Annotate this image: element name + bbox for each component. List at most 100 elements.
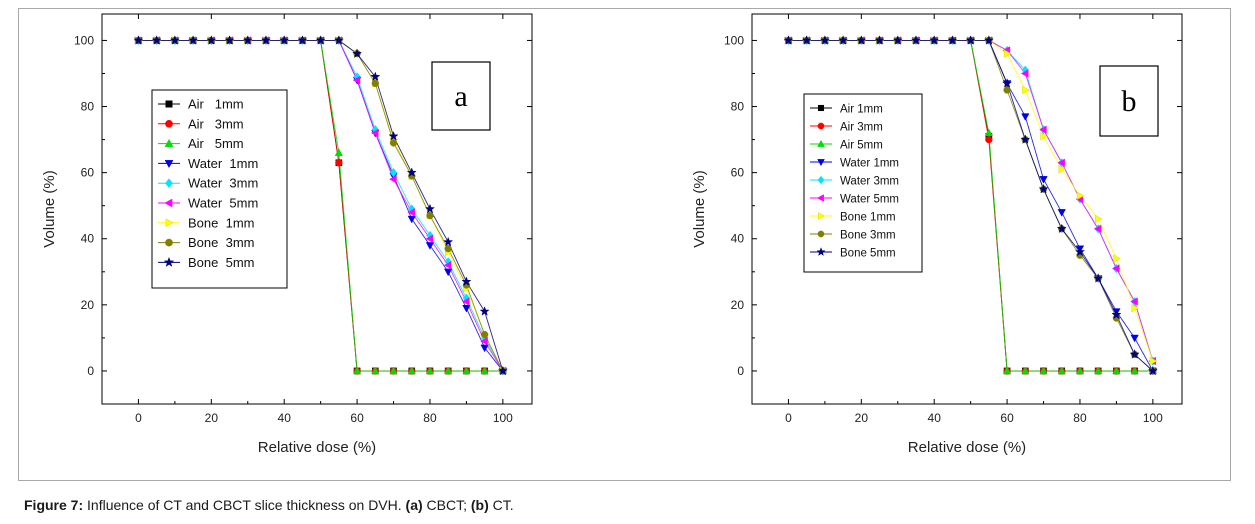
plot-area-b: [751, 13, 1183, 405]
legend-marker-b-6: [818, 212, 826, 220]
legend-marker-a-2: [164, 138, 174, 147]
data-point-b-6-19: [1131, 303, 1140, 313]
x-axis-title-a: Relative dose (%): [258, 439, 376, 456]
caption-a-text: CBCT;: [422, 497, 471, 513]
data-point-b-1-11: [985, 135, 993, 144]
legend-marker-a-7: [165, 238, 173, 247]
y-tick-label-b-100: 100: [724, 33, 744, 47]
x-tick-label-b-60: 60: [1000, 411, 1014, 425]
legend-marker-b-0: [817, 104, 825, 112]
dvh-chart-a: 0 20 40 60 80 100 0 20 40 60 80 100 Relative dose (%…: [41, 13, 533, 456]
data-point-b-6-16: [1076, 191, 1085, 200]
data-point-b-5-14: [1039, 125, 1047, 134]
legend-label-a-4: Water 3mm: [188, 176, 258, 191]
legend-label-a-1: Air 3mm: [188, 116, 244, 131]
data-point-b-8-17: [1093, 273, 1104, 283]
data-point-a-5-17: [443, 261, 452, 270]
legend-label-a-0: Air 1mm: [188, 97, 244, 112]
data-point-a-8-20: [497, 365, 508, 376]
data-point-b-5-13: [1020, 69, 1029, 78]
data-point-b-2-17: [1094, 366, 1103, 375]
data-point-b-7-12: [1003, 86, 1011, 94]
data-point-a-8-10: [315, 35, 326, 45]
panel-label-box-a: [431, 61, 491, 131]
legend-marker-b-4: [817, 175, 825, 185]
data-point-a-3-18: [462, 305, 471, 313]
data-point-b-8-12: [1002, 78, 1013, 88]
data-point-b-8-3: [838, 35, 849, 45]
data-point-b-6-13: [1022, 85, 1030, 95]
data-point-a-2-11: [334, 148, 344, 156]
legend-label-a-2: Air 5mm: [188, 136, 244, 151]
legend-marker-b-8: [816, 247, 826, 256]
y-axis-title-a: Volume (%): [41, 170, 58, 248]
data-point-a-8-16: [424, 203, 436, 214]
x-tick-label-b-0: 0: [785, 411, 792, 425]
data-point-a-8-6: [242, 35, 253, 45]
data-point-b-8-20: [1147, 365, 1158, 376]
y-tick-label-a-0: 0: [87, 364, 94, 378]
data-point-b-2-12: [1002, 366, 1012, 375]
plot-area-a: [101, 13, 533, 405]
data-point-b-2-19: [1130, 366, 1139, 375]
data-point-a-8-18: [461, 276, 472, 287]
legend-label-a-3: Water 1mm: [188, 156, 258, 171]
data-point-b-3-19: [1130, 334, 1139, 343]
data-point-a-8-4: [206, 35, 217, 45]
x-axis-title-b: Relative dose (%): [908, 439, 1026, 456]
data-point-b-5-15: [1057, 158, 1065, 167]
y-tick-label-b-40: 40: [731, 232, 745, 246]
data-point-a-8-11: [333, 35, 344, 45]
legend-label-b-2: Air 5mm: [840, 140, 883, 152]
data-point-b-6-12: [1003, 49, 1012, 58]
data-point-a-8-5: [224, 35, 235, 45]
legend-b: Air 1mm Air 3mm Air 5mm Water 1mm Water 3mm W…: [803, 93, 923, 273]
legend-marker-a-0: [165, 100, 173, 108]
data-point-a-3-19: [480, 344, 489, 353]
data-point-b-8-15: [1056, 223, 1067, 234]
data-point-a-7-13: [371, 79, 379, 88]
legend-label-b-8: Bone 5mm: [840, 248, 896, 260]
data-point-b-5-19: [1130, 297, 1138, 306]
y-tick-label-b-80: 80: [731, 100, 745, 114]
figure-frame: [18, 8, 1231, 481]
data-point-b-8-0: [783, 35, 794, 45]
data-point-b-5-17: [1093, 224, 1102, 233]
legend-marker-a-5: [164, 198, 173, 208]
data-point-a-7-14: [389, 139, 398, 147]
data-point-b-8-11: [983, 35, 994, 45]
x-tick-label-a-60: 60: [350, 411, 364, 425]
data-point-a-2-17: [444, 366, 453, 375]
data-point-a-8-15: [406, 167, 417, 177]
panel-label-box-b: [1099, 65, 1159, 137]
data-point-a-7-16: [426, 211, 434, 220]
data-point-a-3-16: [425, 242, 435, 250]
x-tick-label-b-40: 40: [928, 411, 942, 425]
data-point-a-8-3: [188, 35, 199, 45]
data-point-a-8-1: [151, 35, 162, 45]
data-point-a-2-16: [425, 366, 435, 375]
legend-label-a-5: Water 5mm: [188, 196, 258, 211]
legend-label-b-1: Air 3mm: [840, 122, 883, 134]
y-tick-label-a-20: 20: [81, 298, 95, 312]
data-point-b-8-7: [910, 35, 922, 45]
data-point-b-8-5: [874, 35, 885, 45]
y-tick-label-a-60: 60: [81, 166, 95, 180]
caption-b-label: (b): [470, 497, 489, 513]
legend-box-a: [151, 89, 288, 289]
data-point-b-2-11: [984, 128, 994, 137]
data-point-a-5-16: [425, 234, 434, 243]
data-point-b-8-10: [965, 35, 976, 45]
caption-figure-label: Figure 7:: [24, 497, 84, 513]
y-axis-title-b: Volume (%): [691, 170, 708, 248]
x-tick-label-a-80: 80: [423, 411, 437, 425]
data-point-b-2-14: [1039, 366, 1048, 375]
x-tick-label-b-20: 20: [855, 411, 869, 425]
legend-marker-a-8: [163, 256, 175, 267]
legend-marker-a-3: [164, 160, 174, 169]
legend-label-b-6: Bone 1mm: [840, 212, 896, 224]
legend-label-b-7: Bone 3mm: [840, 230, 896, 242]
data-point-a-7-19: [480, 330, 489, 339]
data-point-b-8-2: [819, 35, 830, 45]
data-point-a-2-12: [352, 366, 362, 375]
